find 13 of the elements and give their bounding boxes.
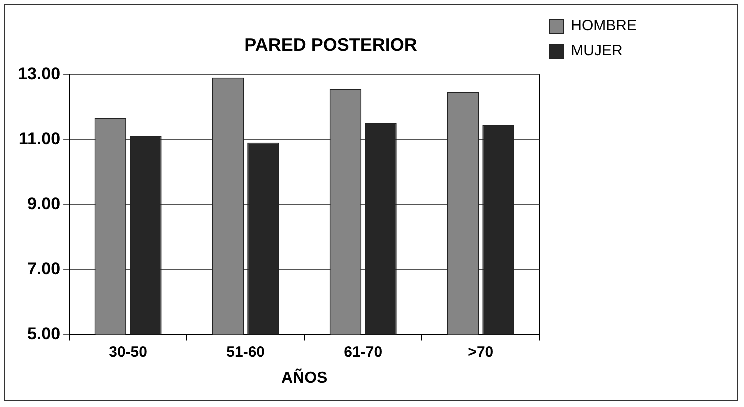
x-tick-label: 61-70 — [344, 344, 383, 361]
x-tick-label: 30-50 — [109, 344, 148, 361]
chart-title: PARED POSTERIOR — [244, 34, 418, 55]
y-tick-label: 11.00 — [18, 129, 61, 148]
legend-label: MUJER — [571, 42, 623, 60]
y-tick-label: 7.00 — [27, 259, 61, 278]
y-tick-label: 13.00 — [18, 64, 61, 84]
y-tick-label: 5.00 — [27, 324, 61, 344]
x-tick-label: 51-60 — [226, 344, 266, 361]
y-tick-label: 9.00 — [27, 194, 61, 214]
x-axis-title: AÑOS — [281, 368, 328, 387]
x-tick-label: >70 — [468, 344, 494, 361]
legend-label: HOMBRE — [571, 18, 638, 35]
